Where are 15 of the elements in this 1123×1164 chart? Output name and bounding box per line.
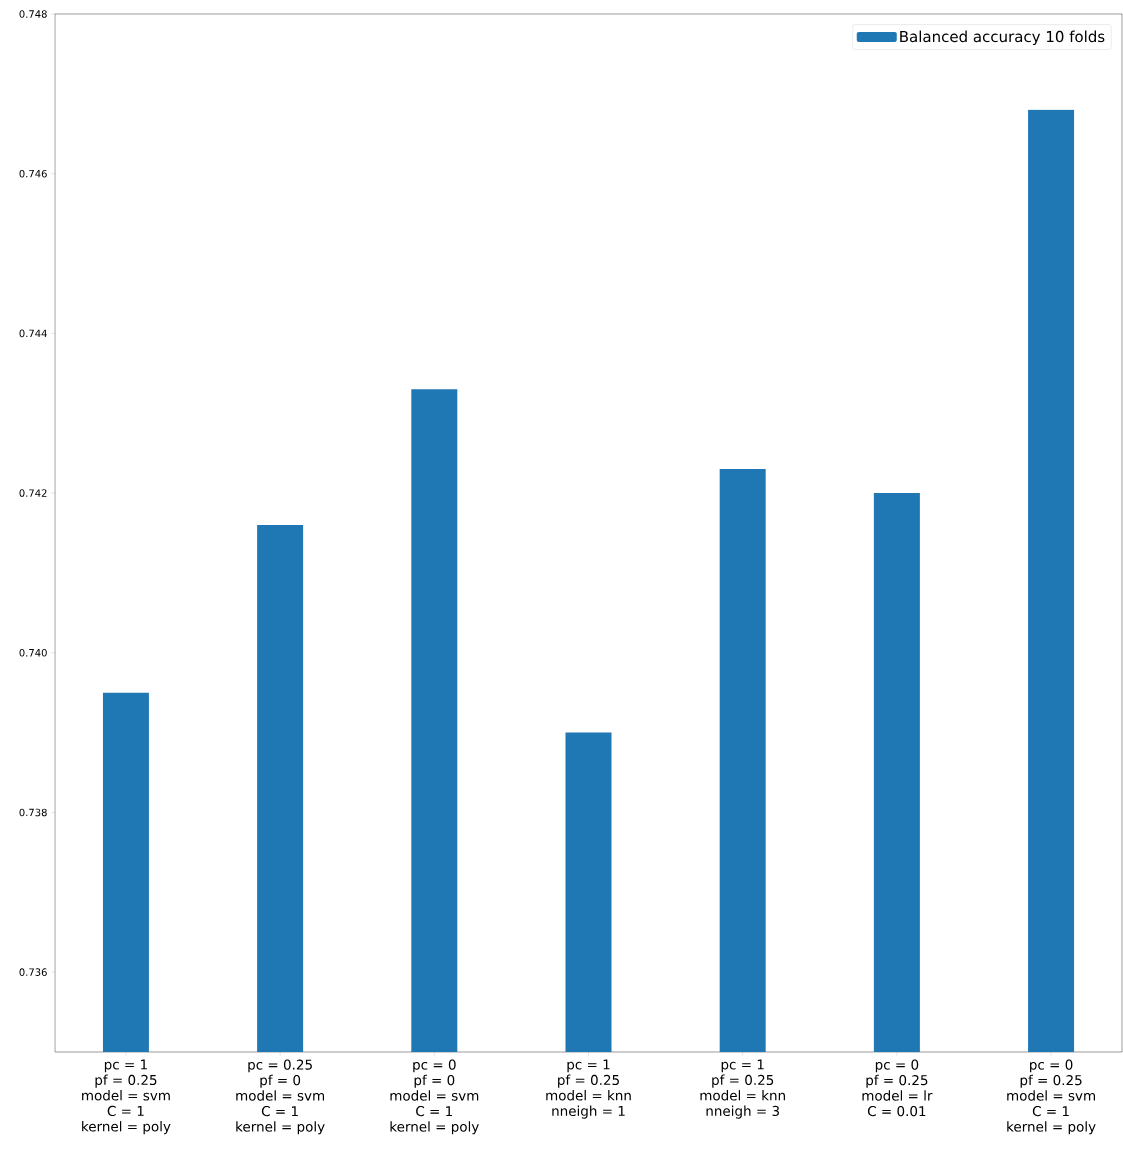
y-tick-label: 0.740 bbox=[19, 648, 47, 657]
y-tick-label: 0.746 bbox=[19, 169, 47, 178]
x-tick-label: pc = 0 pf = 0.25 model = lr C = 0.01 bbox=[862, 1059, 933, 1117]
x-tick-label: pc = 0.25 pf = 0 model = svm C = 1 kernel = poly bbox=[236, 1059, 325, 1135]
x-tick-label: pc = 0 pf = 0.25 model = svm C = 1 kernel = poly bbox=[1007, 1059, 1096, 1135]
legend-label: Balanced accuracy 10 folds bbox=[900, 30, 1105, 46]
y-tick-label: 0.748 bbox=[19, 10, 47, 18]
x-tick-label: pc = 0 pf = 0 model = svm C = 1 kernel = poly bbox=[390, 1059, 479, 1135]
y-tick-label: 0.742 bbox=[19, 489, 47, 497]
y-tick-label: 0.736 bbox=[19, 968, 47, 976]
x-tick-label: pc = 1 pf = 0.25 model = knn nneigh = 3 bbox=[700, 1059, 785, 1119]
y-tick-label: 0.744 bbox=[19, 329, 47, 338]
x-tick-label: pc = 1 pf = 0.25 model = svm C = 1 kernel = poly bbox=[82, 1059, 171, 1135]
y-tick-label: 0.738 bbox=[19, 808, 47, 817]
x-tick-label: pc = 1 pf = 0.25 model = knn nneigh = 1 bbox=[546, 1059, 631, 1119]
